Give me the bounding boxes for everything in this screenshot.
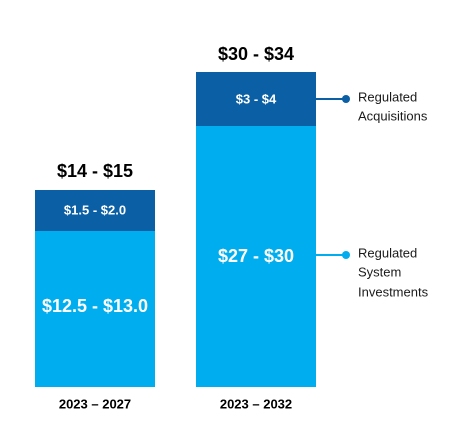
legend-label: Regulated [358, 245, 417, 260]
legend-label: System [358, 264, 401, 279]
legend-label: Acquisitions [358, 108, 428, 123]
period-label: 2023 – 2032 [220, 396, 292, 411]
period-label: 2023 – 2027 [59, 396, 131, 411]
connector-dot [342, 251, 350, 259]
legend-label: Investments [358, 284, 429, 299]
segment-label: $1.5 - $2.0 [64, 202, 126, 217]
bar-segment [196, 126, 316, 387]
segment-label: $12.5 - $13.0 [42, 296, 148, 316]
total-label: $30 - $34 [218, 44, 294, 64]
bar-segment [35, 190, 155, 231]
legend-label: Regulated [358, 89, 417, 104]
bar-segment [196, 72, 316, 126]
bar-segment [35, 231, 155, 387]
total-label: $14 - $15 [57, 161, 133, 181]
connector-dot [342, 95, 350, 103]
segment-label: $27 - $30 [218, 246, 294, 266]
segment-label: $3 - $4 [236, 91, 277, 106]
